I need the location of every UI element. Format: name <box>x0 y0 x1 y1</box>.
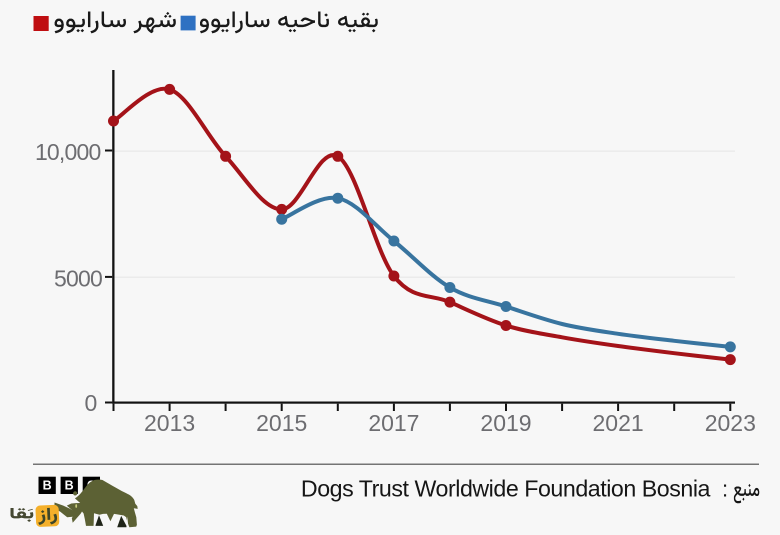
svg-text:5000: 5000 <box>54 265 102 291</box>
svg-text:2013: 2013 <box>144 410 195 436</box>
svg-text:B: B <box>43 479 52 493</box>
svg-text:2023: 2023 <box>705 410 756 436</box>
svg-text::: : <box>722 477 728 502</box>
svg-text:2017: 2017 <box>368 410 419 436</box>
svg-text:2015: 2015 <box>256 410 307 436</box>
svg-text:0: 0 <box>85 390 97 416</box>
svg-text:2021: 2021 <box>593 410 644 436</box>
svg-text:2019: 2019 <box>480 410 531 436</box>
svg-text:10,000: 10,000 <box>35 139 101 165</box>
svg-text:B: B <box>65 479 74 493</box>
svg-text:Dogs Trust Worldwide Foundatio: Dogs Trust Worldwide Foundation Bosnia <box>301 476 711 502</box>
